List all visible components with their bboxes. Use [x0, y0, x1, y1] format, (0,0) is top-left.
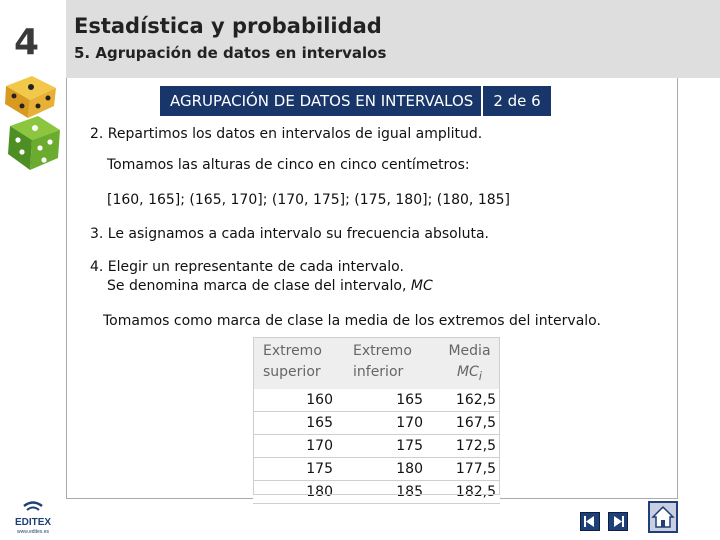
step-4-text: 4. Elegir un representante de cada inter…: [90, 259, 404, 275]
col-header-upper: Extremo superior: [253, 337, 343, 389]
cell-upper: 160: [253, 388, 343, 412]
cell-lower: 185: [343, 480, 435, 504]
mc-note: Tomamos como marca de clase la media de …: [103, 313, 601, 329]
step-2-text: 2. Repartimos los datos en intervalos de…: [90, 126, 483, 142]
arrow-right-icon: [614, 516, 624, 527]
editex-logo: EDITEX www.editex.es: [15, 501, 51, 535]
cell-lower: 165: [343, 388, 435, 412]
step-4-definition: Se denomina marca de clase del intervalo…: [107, 278, 433, 294]
table-row: 175 180 177,5: [253, 457, 500, 481]
cell-mc: 162,5: [435, 388, 500, 412]
table-row: 160 165 162,5: [253, 388, 500, 412]
cell-mc: 177,5: [435, 457, 500, 481]
interval-table: Extremo superior Extremo inferior Media MCi…: [253, 337, 500, 504]
green-die-icon: [8, 116, 60, 170]
next-page-button[interactable]: [608, 512, 628, 531]
cell-upper: 175: [253, 457, 343, 481]
arrow-left-icon: [584, 516, 594, 527]
prev-page-button[interactable]: [580, 512, 600, 531]
cell-upper: 180: [253, 480, 343, 504]
yellow-die-icon: [5, 76, 56, 118]
page-title: Estadística y probabilidad: [74, 14, 382, 38]
table-header-row: Extremo superior Extremo inferior Media MCi: [253, 337, 500, 389]
cell-upper: 170: [253, 434, 343, 458]
cell-lower: 180: [343, 457, 435, 481]
page-subtitle: 5. Agrupación de datos en intervalos: [74, 44, 387, 62]
step-4-definition-text: Se denomina marca de clase del intervalo…: [107, 278, 407, 294]
editex-logo-text: EDITEX: [15, 517, 51, 528]
table-row: 170 175 172,5: [253, 434, 500, 458]
step-2-detail: Tomamos las alturas de cinco en cinco ce…: [107, 157, 470, 173]
cell-upper: 165: [253, 411, 343, 435]
cell-mc: 172,5: [435, 434, 500, 458]
cell-mc: 182,5: [435, 480, 500, 504]
cell-lower: 170: [343, 411, 435, 435]
step-3-text: 3. Le asignamos a cada intervalo su frec…: [90, 226, 489, 242]
unit-number: 4: [14, 22, 40, 63]
col-header-mean: Media MCi: [435, 337, 500, 389]
section-banner-label: AGRUPACIÓN DE DATOS EN INTERVALOS: [160, 86, 484, 116]
page-counter: 2 de 6: [493, 92, 541, 110]
intervals-list: [160, 165]; (165, 170]; (170, 175]; (175…: [107, 192, 511, 208]
table-row: 165 170 167,5: [253, 411, 500, 435]
header-band: [66, 0, 720, 78]
section-banner: AGRUPACIÓN DE DATOS EN INTERVALOS 2 de 6: [160, 86, 551, 116]
home-button[interactable]: [648, 501, 678, 533]
cell-lower: 175: [343, 434, 435, 458]
home-icon: [651, 505, 675, 528]
cell-mc: 167,5: [435, 411, 500, 435]
col-header-lower: Extremo inferior: [343, 337, 435, 389]
table-row: 180 185 182,5: [253, 480, 500, 504]
editex-logo-url: www.editex.es: [17, 529, 49, 535]
mc-term: MC: [410, 278, 433, 294]
